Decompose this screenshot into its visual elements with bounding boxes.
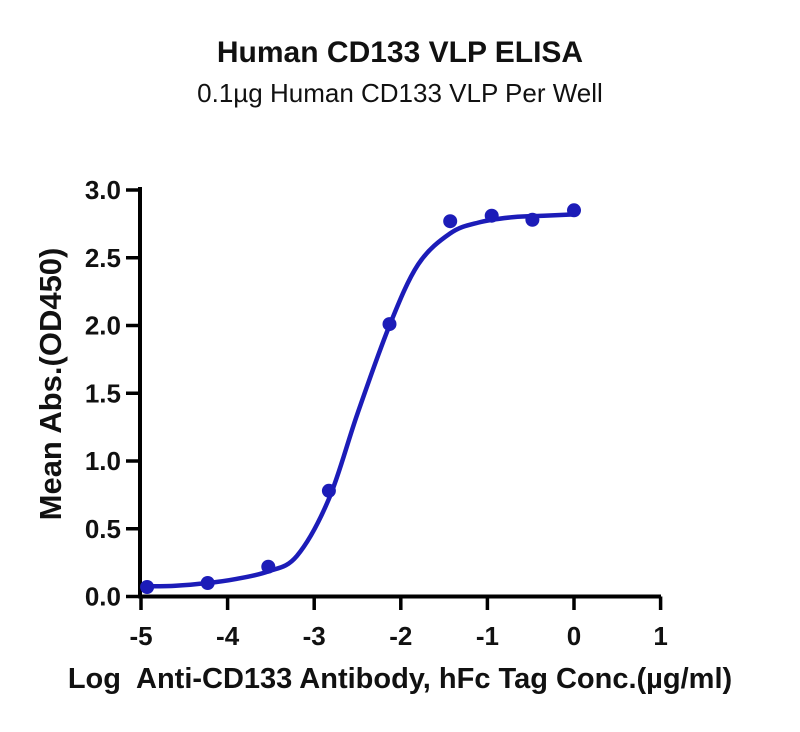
x-tick-label: -3 (303, 621, 326, 651)
data-point (261, 559, 276, 574)
x-tick-label: 1 (653, 621, 667, 651)
points-group (140, 203, 581, 594)
data-point (140, 580, 155, 594)
fit-curve (144, 212, 577, 589)
data-point (567, 203, 581, 218)
curve-group (144, 212, 577, 589)
y-tick-label: 2.0 (85, 311, 121, 341)
y-tick-label: 0.5 (85, 514, 121, 544)
data-point (525, 212, 540, 227)
tick-labels-group: -5 -4 -3 -2 -1 0 1 0.0 0.5 1.0 1.5 2.0 2.5 3.0 (85, 175, 668, 651)
x-tick-label: -4 (216, 621, 240, 651)
data-point (484, 208, 499, 223)
data-point (321, 483, 336, 498)
y-tick-label: 1.5 (85, 378, 121, 408)
y-tick-label: 3.0 (85, 175, 121, 205)
axes-group (126, 187, 663, 610)
y-tick-label: 0.0 (85, 582, 121, 612)
y-axis-title: Mean Abs.(OD450) (33, 247, 68, 521)
y-tick-label: 1.0 (85, 446, 121, 476)
data-point (382, 317, 397, 332)
x-tick-label: -2 (389, 621, 412, 651)
data-point (200, 576, 215, 590)
chart-title: Human CD133 VLP ELISA (216, 36, 584, 69)
x-tick-label: -1 (476, 621, 499, 651)
data-point (443, 214, 458, 229)
x-tick-label: 0 (567, 621, 581, 651)
x-tick-label: -5 (129, 621, 152, 651)
chart-subtitle: 0.1µg Human CD133 VLP Per Well (197, 78, 603, 108)
y-tick-label: 2.5 (85, 243, 121, 273)
x-axis-title: Log Anti-CD133 Antibody, hFc Tag Conc.(µ… (67, 663, 733, 695)
